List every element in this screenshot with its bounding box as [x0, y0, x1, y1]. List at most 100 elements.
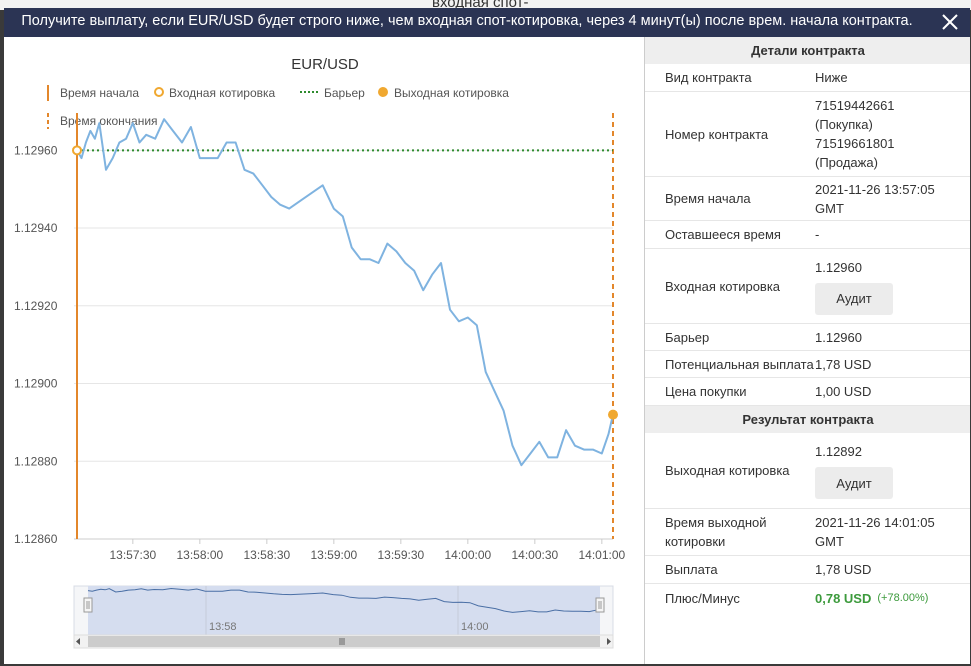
row-label: Выплата [665, 562, 718, 577]
contract-id-sell: 71519661801 [815, 136, 895, 151]
row-entry-quote: Входная котировка 1.12960 Аудит [645, 249, 970, 324]
chart-pane: EUR/USD Время начала Входная котировка Б… [4, 37, 640, 664]
navigator-right-handle[interactable] [595, 597, 605, 613]
exit-audit-button[interactable]: Аудит [815, 467, 893, 499]
row-label: Цена покупки [665, 384, 747, 399]
legend-exit-quote: Выходная котировка [394, 86, 509, 100]
row-profit-loss: Плюс/Минус 0,78 USD (+78.00%) [645, 584, 970, 612]
y-axis-ticks: 1.12860 1.12880 1.12900 1.12920 1.12940 1.129… [14, 143, 58, 546]
row-label: Потенциальная выплата [665, 356, 814, 372]
row-label: Выходная котировка [665, 463, 790, 478]
y-tick-label: 1.12900 [14, 377, 58, 391]
x-tick-label: 14:01:00 [578, 548, 625, 562]
row-value: 0,78 USD (+78.00%) [815, 584, 970, 612]
start-time-zone: GMT [815, 200, 844, 216]
row-exit-quote: Выходная котировка 1.12892 Аудит [645, 433, 970, 509]
row-label: Номер контракта [665, 126, 769, 142]
y-tick-label: 1.12880 [14, 454, 58, 468]
contract-id-buy-note: (Покупка) [815, 117, 873, 132]
y-tick-label: 1.12960 [14, 143, 58, 157]
chart-endpoints [72, 145, 618, 420]
row-value: Ниже [815, 70, 848, 85]
row-value: 2021-11-26 13:57:05 GMT [815, 177, 970, 220]
row-payout: Выплата 1,78 USD [645, 556, 970, 584]
row-label: Оставшееся время [665, 227, 781, 242]
background-page-strip: входная спот- [0, 0, 971, 10]
row-contract-type: Вид контракта Ниже [645, 64, 970, 92]
row-value: 1,00 USD [815, 384, 872, 399]
close-icon[interactable] [940, 12, 960, 32]
price-series-line [76, 118, 614, 467]
entry-audit-button[interactable]: Аудит [815, 282, 893, 315]
x-axis-ticks: 13:57:30 13:58:00 13:58:30 13:59:00 13:59:30… [109, 539, 626, 562]
navigator-label-1: 13:58 [209, 621, 237, 633]
exit-time-label-1: Время выходной [665, 515, 767, 530]
legend-entry-quote: Входная котировка [169, 86, 276, 100]
x-tick-label: 13:58:30 [243, 548, 290, 562]
x-tick-label: 13:58:00 [176, 548, 223, 562]
legend-entry-quote-marker [154, 87, 164, 97]
row-label: Время выходной котировки [645, 509, 815, 555]
exit-quote-marker [608, 409, 618, 420]
legend-end-time: Время окончания [60, 114, 158, 128]
x-tick-label: 13:57:30 [109, 548, 156, 562]
y-tick-label: 1.12920 [14, 299, 58, 313]
x-tick-label: 13:59:00 [310, 548, 357, 562]
row-value: - [815, 227, 820, 242]
start-time-value: 2021-11-26 13:57:05 [815, 181, 935, 197]
y-tick-label: 1.12860 [14, 532, 58, 546]
result-section-title: Результат контракта [645, 406, 970, 433]
row-value: 1,78 USD [815, 356, 872, 372]
row-barrier: Барьер 1.12960 [645, 324, 970, 351]
navigator-label-2: 14:00 [461, 621, 489, 633]
row-value: 1.12960 [815, 329, 862, 345]
chart-legend: Время начала Входная котировка Барьер Вы… [47, 85, 509, 129]
row-purchase-price: Цена покупки 1,00 USD [645, 378, 970, 406]
legend-start-time: Время начала [60, 86, 139, 100]
navigator-left-handle[interactable] [83, 597, 93, 613]
y-tick-label: 1.12940 [14, 221, 58, 235]
navigator-series-line [87, 587, 601, 613]
legend-barrier: Барьер [324, 86, 365, 100]
row-contract-number: Номер контракта 71519442661 (Покупка) 71… [645, 92, 970, 177]
dialog-header: Получите выплату, если EUR/USD будет стр… [4, 8, 970, 37]
x-tick-label: 14:00:30 [511, 548, 558, 562]
row-potential-payout: Потенциальная выплата 1,78 USD [645, 351, 970, 378]
chart-markers [76, 113, 614, 539]
chart-scrollbar[interactable] [73, 634, 614, 649]
x-tick-label: 14:00:00 [444, 548, 491, 562]
legend-exit-quote-marker [378, 87, 388, 97]
contract-dialog: Получите выплату, если EUR/USD будет стр… [4, 8, 970, 664]
row-start-time: Время начала 2021-11-26 13:57:05 GMT [645, 177, 970, 221]
price-chart: EUR/USD Время начала Входная котировка Б… [14, 56, 626, 649]
exit-time-label-2: котировки [665, 534, 726, 549]
row-value: 1.12960 Аудит [815, 249, 970, 323]
chart-navigator[interactable]: 13:58 14:00 [73, 585, 614, 636]
row-label: Время начала [665, 191, 751, 206]
row-label: Плюс/Минус [665, 590, 740, 606]
entry-quote-value: 1.12960 [815, 259, 862, 275]
navigator-selection[interactable] [88, 586, 600, 635]
dialog-title: Получите выплату, если EUR/USD будет стр… [21, 13, 913, 29]
x-tick-label: 13:59:30 [377, 548, 424, 562]
entry-quote-marker [72, 145, 82, 156]
scroll-right-arrow-icon[interactable] [607, 638, 611, 645]
scroll-left-arrow-icon[interactable] [76, 638, 80, 645]
row-remaining-time: Оставшееся время - [645, 221, 970, 249]
background-title-fragment: входная спот- [432, 0, 529, 10]
row-value: 71519442661 (Покупка) 71519661801 (Прода… [815, 92, 970, 176]
exit-time-zone: GMT [815, 534, 844, 549]
row-value: 2021-11-26 14:01:05 GMT [815, 509, 970, 555]
profit-percent: (+78.00%) [877, 591, 929, 604]
exit-quote-value: 1.12892 [815, 444, 862, 459]
contract-id-sell-note: (Продажа) [815, 155, 878, 170]
details-section-title: Детали контракта [645, 37, 970, 64]
exit-time-value: 2021-11-26 14:01:05 [815, 515, 935, 530]
row-label: Вид контракта [665, 70, 752, 85]
contract-details-panel: Детали контракта Вид контракта Ниже Номе… [644, 37, 970, 664]
contract-id-buy: 71519442661 [815, 98, 895, 113]
row-value: 1.12892 Аудит [815, 433, 970, 508]
profit-value: 0,78 USD [815, 590, 872, 606]
chart-title: EUR/USD [291, 56, 359, 73]
row-label: Входная котировка [665, 278, 781, 294]
